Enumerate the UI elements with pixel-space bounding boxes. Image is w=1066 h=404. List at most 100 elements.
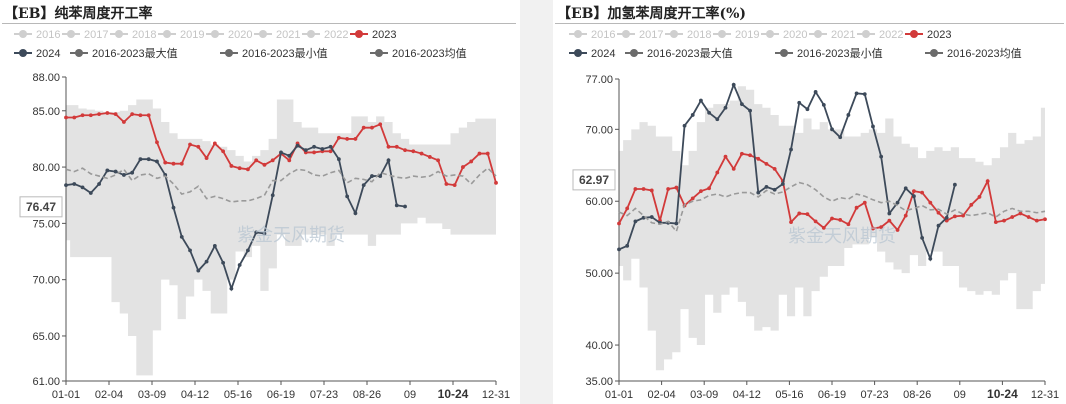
chart-title: 【EB】纯苯周度开工率 [4,6,153,22]
data-point-2023 [105,111,110,115]
data-point-2023 [830,216,834,221]
data-point-2023 [88,113,93,118]
data-point-2023 [370,125,374,130]
data-point-2024 [715,117,720,122]
data-point-2023 [936,210,941,215]
data-point-2024 [130,170,135,175]
data-point-2023 [312,150,316,155]
x-tick-label: 07-23 [861,389,889,401]
legend-swatch-marker [766,30,774,38]
legend-label: 2016-2023均值 [392,47,467,60]
data-point-2024 [229,286,234,291]
legend-label: 2016-2023最大值 [647,46,733,60]
legend-label: 2021 [831,29,855,41]
legend-label: 2016-2023最大值 [92,46,178,60]
data-point-2024 [723,105,728,110]
data-point-2023 [748,153,752,158]
legend-item-2018: 2018 [665,29,711,41]
data-point-2024 [862,92,867,96]
legend-label: 2017 [639,29,663,41]
x-tick-label: 12-31 [1031,389,1059,401]
crosshair-readout: 62.97 [572,169,616,191]
legend-item-2021: 2021 [809,29,855,41]
legend-item-2018: 2018 [110,29,156,41]
data-point-2023 [494,180,498,185]
legend-label: 2018 [132,29,156,41]
data-point-2024 [912,194,916,199]
data-point-2024 [805,107,810,112]
data-point-2023 [961,213,965,218]
data-point-2024 [295,143,300,148]
data-point-2024 [780,182,785,186]
data-point-2024 [846,113,851,117]
data-point-2023 [452,183,457,187]
data-point-2024 [246,248,250,253]
y-tick-label: 88.00 [32,72,60,84]
data-point-2024 [179,234,184,239]
chart-canvas: 2016 2017 2018 2019 2020 2021 2022 2023 2024 2016… [569,29,1059,401]
legend-swatch-marker [718,30,726,38]
data-point-2023 [912,189,916,194]
data-point-2024 [336,157,341,162]
data-point-2024 [739,102,744,107]
data-point-2024 [633,219,638,224]
legend-swatch-marker [574,49,582,57]
data-point-2023 [952,214,957,219]
data-point-2023 [386,144,391,149]
data-point-2024 [821,102,826,107]
legend-item-2017: 2017 [617,29,663,41]
legend-swatch-marker [814,30,822,38]
data-point-2024 [403,204,407,209]
data-point-2023 [403,148,407,153]
data-point-2023 [674,185,679,190]
legend-item-2016-2023最小值: 2016-2023最小值 [775,47,883,60]
data-point-2024 [370,174,374,178]
legend-swatch-marker [67,30,75,38]
legend-item-2024: 2024 [569,48,615,60]
x-tick-label: 03-09 [138,389,166,401]
data-point-2023 [1026,215,1031,219]
legend-item-2020: 2020 [761,29,807,41]
data-point-2024 [97,182,101,186]
data-point-2024 [328,144,333,149]
data-point-2023 [805,212,810,217]
data-point-2024 [171,205,176,210]
data-point-2023 [411,149,416,154]
x-tick-label: 12-31 [482,389,510,401]
title-divider [555,23,1064,24]
data-point-2024 [312,144,316,149]
legend-item-2016-2023最大值: 2016-2023最大值 [625,46,733,60]
data-point-2023 [879,225,884,230]
legend-label: 2018 [687,29,711,41]
legend-item-2021: 2021 [254,29,300,41]
data-point-2024 [920,236,925,240]
y-tick-label: 60.00 [585,196,613,208]
data-point-2023 [444,182,449,186]
data-point-2023 [617,221,621,226]
legend-item-2016: 2016 [569,29,615,41]
data-point-2023 [229,164,234,168]
y-tick-label: 65.00 [32,331,60,343]
data-point-2024 [155,159,159,164]
legend-item-2016-2023均值: 2016-2023均值 [370,47,467,60]
data-point-2024 [699,98,703,103]
x-tick-label: 02-04 [648,389,676,401]
data-point-2024 [838,135,843,140]
x-tick-label: 02-04 [95,389,123,401]
data-point-2023 [146,113,151,118]
x-tick-label: 06-19 [818,389,846,401]
legend-item-2022: 2022 [857,29,903,41]
legend-label: 2016 [36,29,60,41]
data-point-2023 [130,112,135,117]
data-point-2023 [1034,218,1039,223]
x-tick-label: 04-12 [181,389,209,401]
data-point-2024 [936,223,941,228]
legend-label: 2017 [84,29,108,41]
data-point-2023 [469,159,474,164]
x-tick-label: 01-01 [605,389,633,401]
legend-item-2016-2023最大值: 2016-2023最大值 [70,46,178,60]
series-line-2016-2023均值 [65,167,497,203]
data-point-2024 [871,124,875,129]
data-point-2023 [862,200,867,205]
data-point-2023 [838,218,843,222]
